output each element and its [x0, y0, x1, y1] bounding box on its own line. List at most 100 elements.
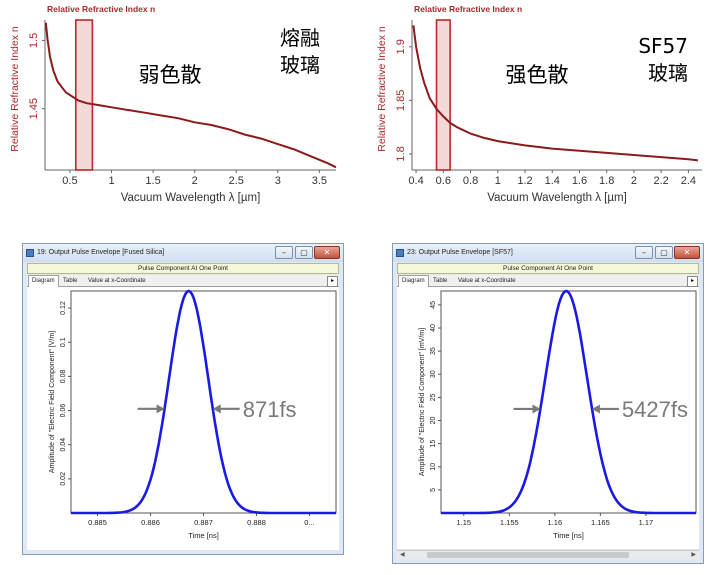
y-tick-label: 0.1: [60, 337, 67, 347]
y-axis-label: Relative Refractive Index n: [376, 26, 388, 152]
pulse-envelope-curve: [71, 289, 336, 515]
fwhm-arrow-left-head: [532, 404, 541, 414]
window-icon: [396, 249, 404, 257]
x-tick-label: 0.6: [436, 175, 451, 187]
y-tick-label: 1.45: [28, 98, 40, 119]
scroll-right-icon[interactable]: ▶: [691, 552, 696, 558]
pulse-width-label: 5427fs: [622, 397, 688, 422]
minimize-button[interactable]: –: [275, 246, 293, 259]
x-tick-label: 1.155: [500, 518, 519, 527]
pulse-component-bar: Pulse Component At One Point: [397, 263, 699, 274]
x-tick-label: 1.17: [639, 518, 654, 527]
x-tick-label: 1.4: [545, 175, 560, 187]
plot-area: 5 10 15 20 25 30 35 40 45 1.15 1.155 1.16 1.165 1.17 T…: [397, 287, 699, 549]
x-tick-label: 1: [108, 175, 114, 187]
plot-frame: [440, 290, 697, 514]
view-tabs: Diagram Table Value at x-Coordinate ▸: [397, 275, 699, 288]
material-annotation: 玻璃: [280, 53, 320, 77]
close-button[interactable]: ✕: [674, 246, 700, 259]
fwhm-arrow-right-head: [212, 404, 221, 414]
tab-value-at-x[interactable]: Value at x-Coordinate: [458, 278, 516, 284]
x-tick-label: 1.6: [572, 175, 587, 187]
y-tick-label: 25: [430, 393, 437, 401]
x-tick-label: 2.2: [654, 175, 669, 187]
y-tick-label: 40: [430, 324, 437, 332]
window-title-bar[interactable]: 23: Output Pulse Envelope [SF57]: [393, 244, 703, 262]
window-title: 23: Output Pulse Envelope [SF57]: [407, 249, 513, 256]
x-tick-label: 1.165: [591, 518, 610, 527]
sf57-index-chart: Relative Refractive Index n 0.4 0.6 0.8 1 1.2…: [376, 4, 702, 204]
x-tick-label: 0.4: [408, 175, 423, 187]
y-tick-label: 1.9: [395, 39, 407, 54]
y-tick-label: 45: [430, 301, 437, 309]
dispersion-annotation: 强色散: [506, 63, 569, 87]
x-tick-label: 2: [192, 175, 198, 187]
fused-silica-index-chart: Relative Refractive Index n 0.5 1 1.5 2 2.5 3 3…: [9, 4, 337, 204]
sf57-index-panel: Relative Refractive Index n 0.4 0.6 0.8 1 1.2…: [365, 0, 720, 222]
window-icon: [26, 249, 34, 257]
x-axis-label: Vacuum Wavelength λ [µm]: [121, 192, 261, 204]
x-tick-label: 1.16: [548, 518, 563, 527]
x-tick-label: 0.8: [463, 175, 478, 187]
x-tick-label: 3: [275, 175, 281, 187]
pulse-width-label: 871fs: [243, 397, 297, 422]
window-title: 19: Output Pulse Envelope [Fused Silica]: [37, 249, 165, 256]
y-tick-label: 35: [430, 347, 437, 355]
maximize-button[interactable]: ▢: [295, 246, 313, 259]
horizontal-scrollbar[interactable]: ◀ ▶: [397, 550, 699, 559]
material-annotation: 熔融: [280, 26, 320, 50]
tab-menu-arrow-icon[interactable]: ▸: [687, 276, 698, 287]
close-button[interactable]: ✕: [314, 246, 340, 259]
minimize-button[interactable]: –: [635, 246, 653, 259]
fused-silica-pulse-chart: 0.02 0.04 0.06 0.08 0.1 0.12 0.885 0.886 0.887 0.…: [49, 289, 337, 540]
x-axis-label: Vacuum Wavelength λ [µm]: [487, 192, 627, 204]
x-tick-label: 0.887: [194, 518, 213, 527]
x-tick-label: 3.5: [312, 175, 327, 187]
material-annotation: 玻璃: [648, 61, 688, 85]
chart-title: Relative Refractive Index n: [47, 4, 155, 14]
x-tick-label: 1.8: [599, 175, 614, 187]
scroll-left-icon[interactable]: ◀: [400, 552, 405, 558]
y-tick-label: 1.8: [395, 146, 407, 161]
window-title-bar[interactable]: 19: Output Pulse Envelope [Fused Silica]: [23, 244, 343, 262]
x-tick-label: 0...: [304, 518, 314, 527]
fwhm-arrow-right-head: [591, 404, 600, 414]
sf57-pulse-chart: 5 10 15 20 25 30 35 40 45 1.15 1.155 1.16 1.165 1.17 T…: [419, 289, 697, 540]
index-curve: [412, 25, 699, 162]
x-tick-label: 2.4: [681, 175, 696, 187]
tab-value-at-x[interactable]: Value at x-Coordinate: [88, 278, 146, 284]
fwhm-arrow-left-head: [156, 404, 165, 414]
plot-area: 0.02 0.04 0.06 0.08 0.1 0.12 0.885 0.886 0.887 0.…: [27, 287, 339, 550]
x-tick-label: 0.885: [88, 518, 107, 527]
y-tick-label: 0.04: [60, 438, 67, 452]
x-tick-label: 1.5: [145, 175, 160, 187]
fused-silica-index-panel: Relative Refractive Index n 0.5 1 1.5 2 2.5 3 3…: [0, 0, 355, 222]
sf57-pulse-window: 23: Output Pulse Envelope [SF57] – ▢ ✕ P…: [392, 243, 704, 564]
y-tick-label: 5: [430, 488, 437, 492]
tab-menu-arrow-icon[interactable]: ▸: [327, 276, 338, 287]
y-tick-label: 1.5: [28, 33, 40, 48]
x-tick-label: 1.15: [456, 518, 471, 527]
maximize-button[interactable]: ▢: [655, 246, 673, 259]
view-tabs: Diagram Table Value at x-Coordinate ▸: [27, 275, 339, 288]
scrollbar-thumb[interactable]: [427, 552, 629, 558]
index-curve: [44, 22, 337, 169]
chart-title: Relative Refractive Index n: [414, 4, 522, 14]
x-axis-label: Time [ns]: [188, 531, 219, 540]
x-tick-label: 1.2: [517, 175, 532, 187]
tab-diagram[interactable]: Diagram: [28, 275, 59, 288]
y-tick-label: 1.85: [395, 90, 407, 111]
x-tick-label: 0.5: [62, 175, 77, 187]
x-tick-label: 0.886: [141, 518, 160, 527]
tab-diagram[interactable]: Diagram: [398, 275, 429, 288]
plot-frame: [70, 290, 337, 514]
tab-table[interactable]: Table: [63, 278, 78, 284]
highlight-band: [435, 19, 451, 171]
x-tick-label: 2.5: [229, 175, 244, 187]
tab-table[interactable]: Table: [433, 278, 448, 284]
y-axis-label: Amplitude of "Electric Field Component" …: [419, 328, 426, 476]
y-tick-label: 0.02: [60, 472, 67, 486]
x-tick-label: 2: [631, 175, 637, 187]
dispersion-annotation: 弱色散: [139, 63, 202, 87]
fused-silica-pulse-window: 19: Output Pulse Envelope [Fused Silica]…: [22, 243, 344, 555]
